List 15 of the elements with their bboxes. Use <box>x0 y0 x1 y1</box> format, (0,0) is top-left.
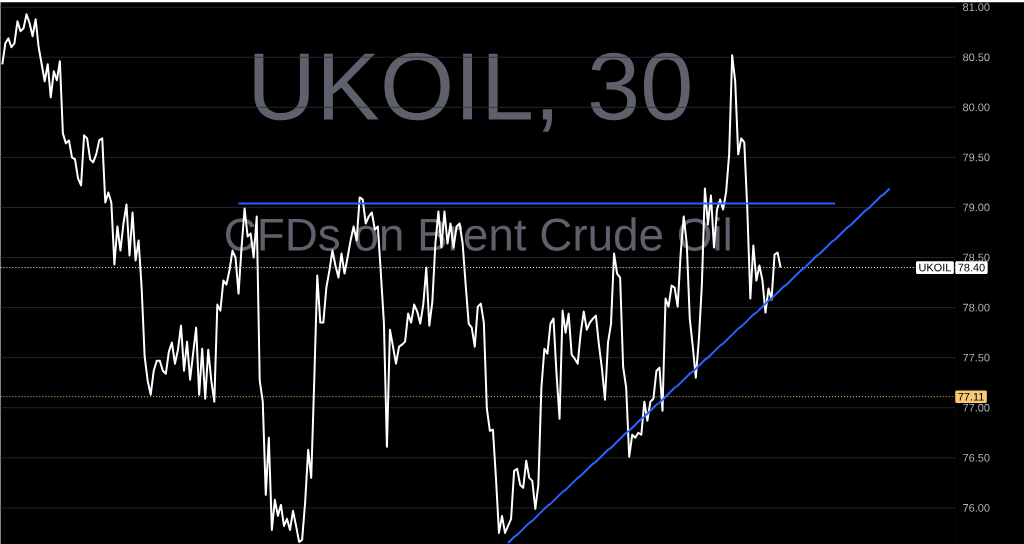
y-tick-label: 79.00 <box>963 203 990 212</box>
y-tick-label: 77.50 <box>963 353 990 362</box>
chart-title: UKOIL, 30 <box>254 52 690 132</box>
y-tick-label: 76.00 <box>963 503 990 512</box>
y-tick-label: 79.50 <box>963 153 990 162</box>
y-tick-label: 78.50 <box>963 253 990 262</box>
y-tick-label: 77.00 <box>963 403 990 412</box>
annotation: UKOIL <box>919 263 951 272</box>
ref-line-label: 78.40 <box>958 263 985 272</box>
y-tick-label: 78.00 <box>963 303 990 312</box>
y-tick-label: 76.50 <box>963 453 990 462</box>
y-tick-label: 80.50 <box>963 53 990 62</box>
y-tick-label: 81.00 <box>963 3 990 12</box>
ref-line-label: 77.11 <box>958 392 984 401</box>
y-tick-label: 80.00 <box>963 103 990 112</box>
